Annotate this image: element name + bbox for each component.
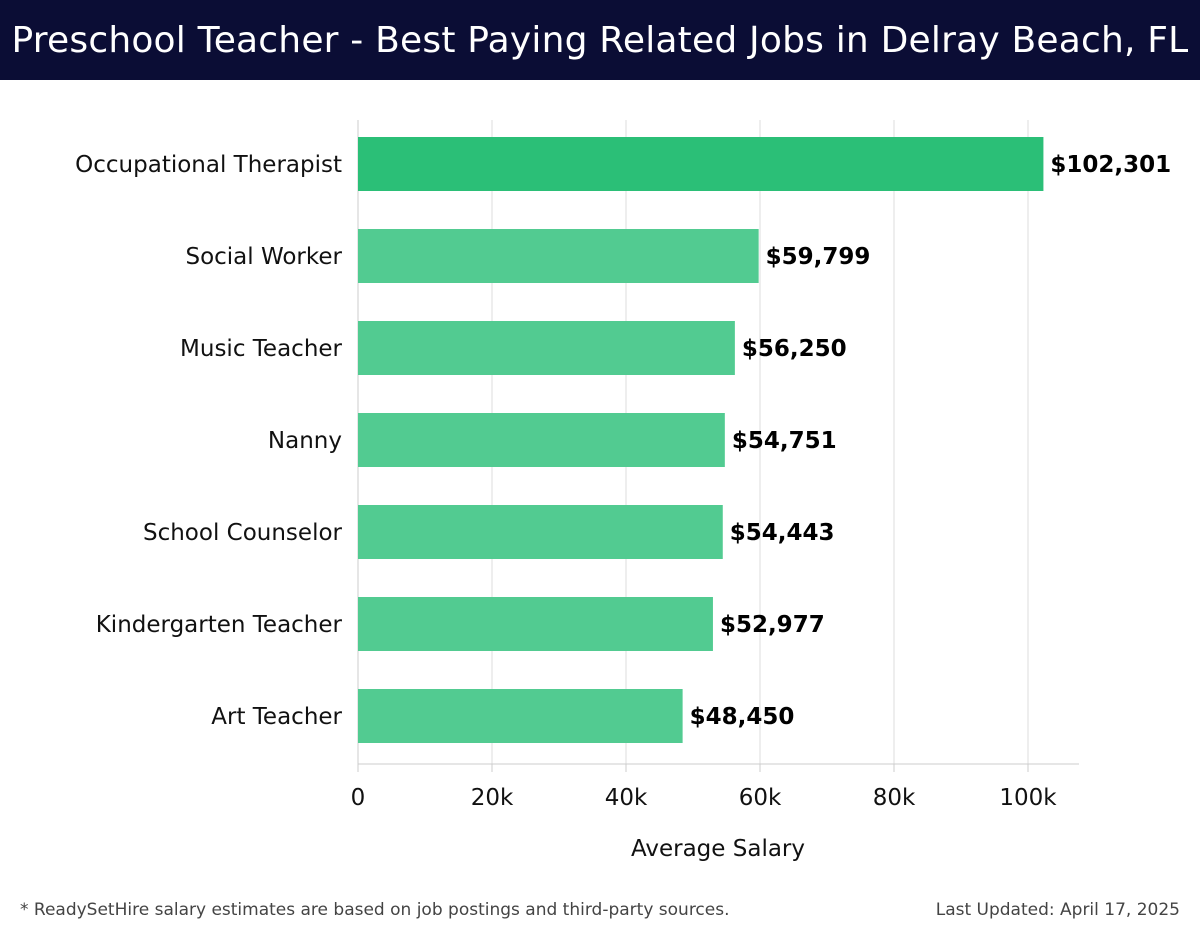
value-label: $54,443 [730,520,835,546]
bar-art-teacher [358,689,683,743]
value-label: $52,977 [720,612,825,638]
x-tick-label: 0 [351,785,366,811]
value-label: $48,450 [690,704,795,730]
category-label: School Counselor [143,520,343,546]
category-label: Occupational Therapist [75,152,342,178]
last-updated: Last Updated: April 17, 2025 [935,900,1180,920]
value-label: $54,751 [732,428,837,454]
bar-nanny [358,413,725,467]
bar-kindergarten-teacher [358,597,713,651]
x-tick-label: 100k [999,785,1057,811]
category-label: Nanny [268,428,342,454]
category-label: Art Teacher [211,704,342,730]
bar-music-teacher [358,321,735,375]
category-label: Kindergarten Teacher [96,612,343,638]
category-label: Music Teacher [180,336,343,362]
x-tick-label: 40k [605,785,648,811]
value-label: $59,799 [766,244,871,270]
x-tick-label: 80k [873,785,916,811]
x-tick-label: 60k [739,785,782,811]
value-label: $56,250 [742,336,847,362]
footnote: * ReadySetHire salary estimates are base… [20,900,730,920]
bar-social-worker [358,229,759,283]
title-bar: Preschool Teacher - Best Paying Related … [0,0,1200,80]
x-tick-label: 20k [471,785,514,811]
value-label: $102,301 [1050,152,1171,178]
category-label: Social Worker [185,244,342,270]
chart-title: Preschool Teacher - Best Paying Related … [11,19,1189,61]
bar-chart: Occupational Therapist $102,301 Social Wor… [75,120,1171,862]
bar-occupational-therapist [358,137,1044,191]
x-axis-title: Average Salary [631,836,805,862]
bar-school-counselor [358,505,723,559]
